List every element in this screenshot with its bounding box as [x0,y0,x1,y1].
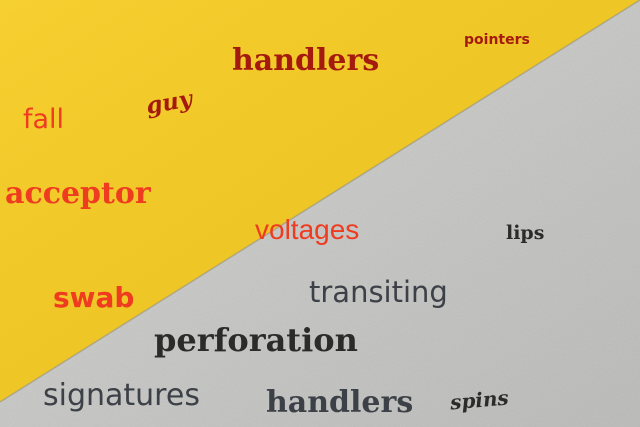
word-fall: fall [23,104,65,135]
word-lips: lips [506,222,545,244]
word-signatures: signatures [43,378,200,413]
word-pointers: pointers [464,32,530,48]
word-acceptor: acceptor [5,176,151,211]
word-transiting: transiting [309,275,448,309]
diagonal-edge [0,0,640,403]
word-perforation: perforation [154,321,358,359]
word-swab: swab [53,281,135,314]
word-handlers-bottom: handlers [266,385,414,420]
word-handlers-top: handlers [232,43,380,78]
word-voltages: voltages [255,214,360,245]
word-spins: spins [449,385,510,415]
